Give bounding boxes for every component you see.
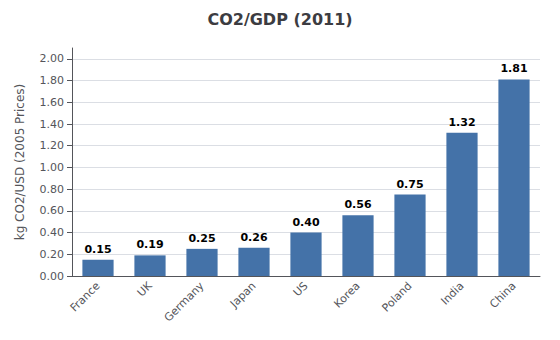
svg-text:0.25: 0.25 [188,232,215,245]
svg-text:India: India [438,279,466,307]
svg-text:1.40: 1.40 [40,118,65,131]
svg-text:kg CO2/USD (2005 Prices): kg CO2/USD (2005 Prices) [13,84,27,241]
svg-text:CO2/GDP (2011): CO2/GDP (2011) [207,10,352,29]
svg-text:0.15: 0.15 [84,243,111,256]
svg-text:1.80: 1.80 [40,74,65,87]
svg-text:UK: UK [135,279,156,300]
svg-text:0.40: 0.40 [292,216,319,229]
svg-text:1.60: 1.60 [40,96,65,109]
svg-text:0.40: 0.40 [40,226,65,239]
svg-text:1.00: 1.00 [40,161,65,174]
svg-text:2.00: 2.00 [40,52,65,65]
svg-text:0.60: 0.60 [40,204,65,217]
svg-text:0.20: 0.20 [40,248,65,261]
svg-text:1.32: 1.32 [448,116,475,129]
svg-text:France: France [68,279,103,314]
svg-text:China: China [487,279,518,310]
svg-text:0.56: 0.56 [344,198,371,211]
svg-text:0.80: 0.80 [40,183,65,196]
svg-text:0.00: 0.00 [40,270,65,283]
svg-text:1.20: 1.20 [40,139,65,152]
svg-text:Japan: Japan [227,279,259,311]
svg-text:US: US [291,279,311,299]
svg-text:Germany: Germany [162,279,207,324]
svg-text:0.75: 0.75 [396,178,423,191]
svg-text:0.26: 0.26 [240,231,267,244]
svg-text:1.81: 1.81 [500,62,527,75]
svg-text:0.19: 0.19 [136,238,163,251]
svg-text:Korea: Korea [331,279,362,310]
svg-text:Poland: Poland [379,279,414,314]
